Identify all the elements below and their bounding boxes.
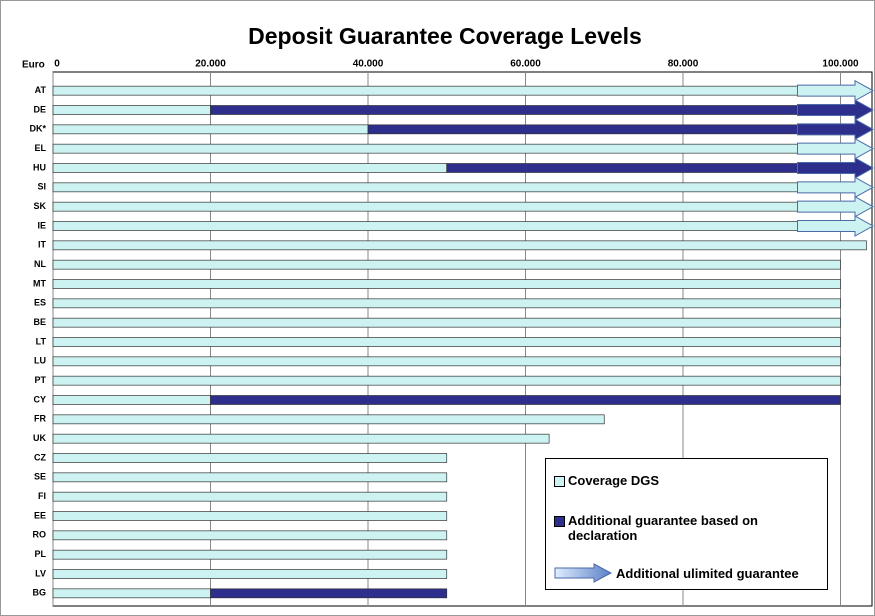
bar bbox=[52, 433, 550, 444]
bar bbox=[210, 105, 841, 115]
bar bbox=[52, 472, 448, 483]
bar bbox=[52, 124, 369, 135]
y-tick-label: NL bbox=[34, 259, 46, 269]
y-tick-label: ES bbox=[34, 298, 46, 308]
bar bbox=[52, 240, 867, 251]
bar bbox=[446, 163, 841, 173]
y-tick-label: LU bbox=[34, 356, 46, 366]
unlimited-arrow bbox=[797, 118, 875, 141]
x-tick-label: 100.000 bbox=[822, 59, 859, 70]
bar bbox=[52, 414, 605, 425]
bar bbox=[52, 105, 211, 115]
bar bbox=[210, 588, 448, 599]
bar bbox=[52, 491, 448, 502]
bar bbox=[52, 337, 841, 347]
legend-arrow-shape bbox=[554, 563, 612, 583]
x-tick-label: 0 bbox=[54, 59, 60, 70]
y-tick-label: HU bbox=[33, 162, 46, 172]
legend-label: Additional guarantee based on declaratio… bbox=[568, 513, 758, 543]
bar bbox=[52, 453, 448, 463]
bar bbox=[52, 511, 448, 521]
unlimited-arrow bbox=[797, 137, 875, 160]
bar bbox=[52, 85, 841, 96]
legend-label: Additional ulimited guarantee bbox=[616, 566, 799, 581]
unlimited-arrow bbox=[797, 215, 875, 237]
x-tick-label: 60.000 bbox=[510, 59, 541, 70]
y-tick-label: LV bbox=[35, 568, 46, 578]
bar bbox=[52, 201, 841, 212]
y-tick-label: SI bbox=[37, 182, 46, 192]
bar bbox=[52, 588, 211, 599]
x-tick-label: 40.000 bbox=[353, 59, 384, 70]
chart-title: Deposit Guarantee Coverage Levels bbox=[248, 23, 642, 49]
bar bbox=[52, 259, 841, 270]
y-tick-label: PT bbox=[34, 375, 46, 385]
y-tick-label: DK* bbox=[29, 124, 46, 134]
y-tick-label: IE bbox=[37, 220, 46, 230]
bar bbox=[52, 279, 841, 289]
legend-item: Additional guarantee based on declaratio… bbox=[554, 513, 819, 543]
unlimited-arrow bbox=[797, 79, 875, 102]
y-tick-label: CY bbox=[33, 394, 46, 404]
bar bbox=[367, 124, 841, 135]
legend: Coverage DGS Additional guarantee based o… bbox=[545, 458, 828, 590]
y-tick-label: EL bbox=[34, 143, 46, 153]
x-axis-label: Euro bbox=[22, 60, 45, 71]
y-tick-label: MT bbox=[33, 278, 46, 288]
legend-item: Additional ulimited guarantee bbox=[554, 563, 819, 583]
y-tick-label: SE bbox=[34, 472, 46, 482]
y-tick-label: BG bbox=[33, 588, 47, 598]
y-tick-label: FI bbox=[38, 491, 46, 501]
legend-item: Coverage DGS bbox=[554, 473, 819, 488]
unlimited-arrow bbox=[797, 99, 875, 121]
y-tick-label: DE bbox=[33, 104, 46, 114]
bar bbox=[52, 221, 841, 231]
bar bbox=[52, 569, 448, 579]
bar bbox=[52, 317, 841, 328]
bar bbox=[52, 530, 448, 541]
y-tick-label: RO bbox=[33, 530, 47, 540]
y-tick-label: SK bbox=[33, 201, 46, 211]
x-tick-label: 20.000 bbox=[195, 59, 226, 70]
y-tick-label: PL bbox=[34, 549, 46, 559]
unlimited-arrow bbox=[797, 157, 875, 179]
legend-label: Coverage DGS bbox=[568, 473, 660, 488]
y-tick-label: UK bbox=[33, 433, 46, 443]
bar bbox=[52, 163, 448, 173]
bar bbox=[52, 298, 841, 309]
y-tick-label: IT bbox=[38, 240, 47, 250]
bar bbox=[52, 395, 211, 405]
bar bbox=[52, 182, 841, 193]
legend-arrow bbox=[554, 563, 612, 583]
bar bbox=[52, 143, 841, 154]
bar bbox=[52, 375, 841, 386]
y-tick-label: BE bbox=[33, 317, 46, 327]
unlimited-arrow bbox=[797, 176, 875, 199]
bar bbox=[52, 356, 841, 367]
y-tick-label: AT bbox=[35, 85, 47, 95]
bar bbox=[210, 395, 841, 405]
legend-swatch bbox=[554, 516, 565, 527]
y-tick-label: CZ bbox=[34, 452, 46, 462]
bar bbox=[52, 549, 448, 560]
y-tick-label: FR bbox=[34, 414, 46, 424]
x-tick-label: 80.000 bbox=[668, 59, 699, 70]
y-tick-label: EE bbox=[34, 510, 46, 520]
legend-swatch bbox=[554, 476, 565, 487]
unlimited-arrow bbox=[797, 195, 875, 218]
y-tick-label: LT bbox=[36, 336, 47, 346]
